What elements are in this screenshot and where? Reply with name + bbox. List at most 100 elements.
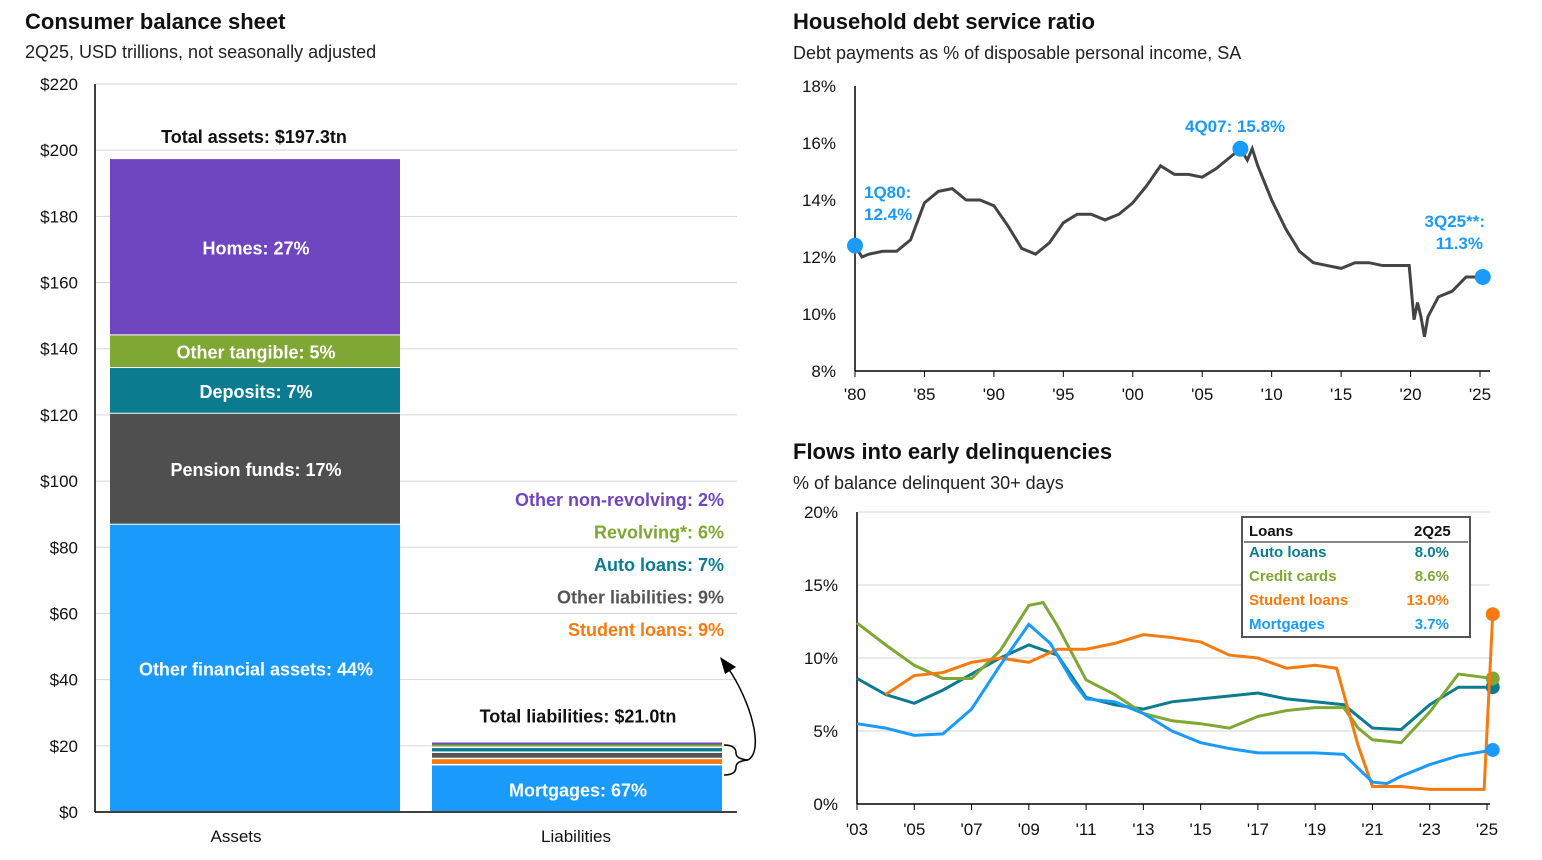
segment-label: Auto loans: 7%: [594, 555, 724, 575]
arrow-head: [720, 657, 736, 674]
y-tick-label: $220: [40, 75, 78, 94]
x-tick-label: '19: [1304, 820, 1326, 839]
segment-label: Deposits: 7%: [199, 382, 312, 402]
endpoint-marker-student-loans: [1485, 607, 1500, 622]
segment-label: Other tangible: 5%: [176, 343, 335, 363]
y-tick-label: $40: [50, 671, 78, 690]
x-tick-label: '23: [1419, 820, 1441, 839]
y-tick-label: $180: [40, 207, 78, 226]
x-tick-label: '85: [913, 385, 935, 404]
bar-segment-other-financial-assets: [110, 524, 400, 811]
segment-label: Homes: 27%: [202, 238, 309, 258]
x-tick-label: '05: [903, 820, 925, 839]
line-credit-cards: [856, 600, 1493, 745]
y-tick-label: 18%: [802, 77, 836, 96]
chart-subtitle: Debt payments as % of disposable persona…: [793, 43, 1241, 63]
segment-label: Other non-revolving: 2%: [515, 490, 724, 510]
annotation-marker: [1232, 140, 1249, 157]
x-tick-label: '03: [846, 820, 868, 839]
x-tick-label: '05: [1191, 385, 1213, 404]
x-tick-label: '17: [1247, 820, 1269, 839]
bar-segment-other-non-revolving: [432, 742, 722, 745]
segment-label: Revolving*: 6%: [594, 523, 724, 543]
x-tick-label: '00: [1122, 385, 1144, 404]
legend-entry: Auto loans: [1249, 544, 1327, 561]
bar-segment-student-loans: [432, 759, 722, 764]
legend-value: 8.0%: [1415, 544, 1449, 561]
legend-header: 2Q25: [1414, 523, 1451, 540]
y-tick-label: $20: [50, 737, 78, 756]
bar-segment-other-tangible: [110, 335, 400, 368]
arrow-line: [727, 667, 757, 761]
x-tick-label: '09: [1018, 820, 1040, 839]
x-tick-label: Assets: [210, 827, 261, 846]
x-tick-label: '07: [960, 820, 982, 839]
segment-label: Other financial assets: 44%: [139, 659, 373, 679]
segment-label: Other liabilities: 9%: [557, 588, 724, 608]
x-tick-label: '25: [1476, 820, 1498, 839]
y-tick-label: $120: [40, 406, 78, 425]
y-tick-label: 10%: [804, 649, 838, 668]
legend-entry: Mortgages: [1249, 616, 1325, 633]
y-tick-label: $140: [40, 340, 78, 359]
y-tick-label: 15%: [804, 576, 838, 595]
endpoint-marker-credit-cards: [1485, 671, 1500, 686]
x-tick-label: '95: [1052, 385, 1074, 404]
segment-label: Pension funds: 17%: [170, 460, 341, 480]
bar-segment-auto-loans: [432, 748, 722, 752]
y-tick-label: 0%: [813, 795, 838, 814]
line-mortgages: [856, 622, 1493, 786]
x-tick-label: '21: [1361, 820, 1383, 839]
bar-segment-pension-funds: [110, 413, 400, 524]
annotation-label: 4Q07: 15.8%: [1185, 117, 1285, 136]
total-liabilities-label: Total liabilities: $21.0tn: [480, 707, 677, 727]
x-tick-label: '80: [844, 385, 866, 404]
annotation-marker: [1474, 268, 1491, 285]
y-tick-label: 5%: [813, 722, 838, 741]
x-tick-label: Liabilities: [541, 827, 611, 846]
segment-label: Student loans: 9%: [568, 620, 724, 640]
annotation-marker: [847, 237, 863, 254]
annotation-label: 12.4%: [864, 205, 912, 224]
y-tick-label: 16%: [802, 134, 836, 153]
brace: [723, 744, 749, 776]
legend-value: 8.6%: [1415, 568, 1449, 585]
chart-title: Household debt service ratio: [793, 9, 1095, 34]
chart-subtitle: 2Q25, USD trillions, not seasonally adju…: [25, 42, 376, 62]
x-tick-label: '20: [1399, 385, 1421, 404]
annotation-label: 11.3%: [1436, 234, 1483, 253]
bar-segment-mortgages: [432, 765, 722, 811]
debt-service-line: [853, 144, 1483, 338]
y-tick-label: $160: [40, 274, 78, 293]
line-student-loans: [884, 614, 1495, 791]
y-tick-label: $200: [40, 141, 78, 160]
y-tick-label: 10%: [802, 305, 836, 324]
legend-entry: Credit cards: [1249, 568, 1337, 585]
bar-segment-deposits: [110, 368, 400, 413]
segment-label: Mortgages: 67%: [509, 781, 647, 801]
y-tick-label: 12%: [802, 248, 836, 267]
legend-box: [1241, 516, 1471, 638]
chart-subtitle: % of balance delinquent 30+ days: [793, 473, 1064, 493]
annotation-label: 1Q80:: [864, 183, 911, 202]
legend-value: 13.0%: [1406, 592, 1449, 609]
x-tick-label: '90: [983, 385, 1005, 404]
total-assets-label: Total assets: $197.3tn: [161, 127, 347, 147]
legend-entry: Student loans: [1249, 592, 1348, 609]
x-tick-label: '11: [1076, 820, 1097, 839]
y-tick-label: $60: [50, 604, 78, 623]
x-tick-label: '15: [1190, 820, 1212, 839]
legend-header: Loans: [1249, 523, 1293, 540]
bar-segment-other-liabilities: [432, 752, 722, 758]
x-tick-label: '15: [1330, 385, 1352, 404]
endpoint-marker-mortgages: [1485, 742, 1500, 757]
x-tick-label: '25: [1469, 385, 1491, 404]
chart-title: Consumer balance sheet: [25, 9, 286, 34]
y-tick-label: $100: [40, 472, 78, 491]
x-tick-label: '10: [1261, 385, 1283, 404]
x-tick-label: '13: [1132, 820, 1154, 839]
y-tick-label: 8%: [811, 362, 836, 381]
annotation-label: 3Q25**:: [1425, 212, 1485, 231]
